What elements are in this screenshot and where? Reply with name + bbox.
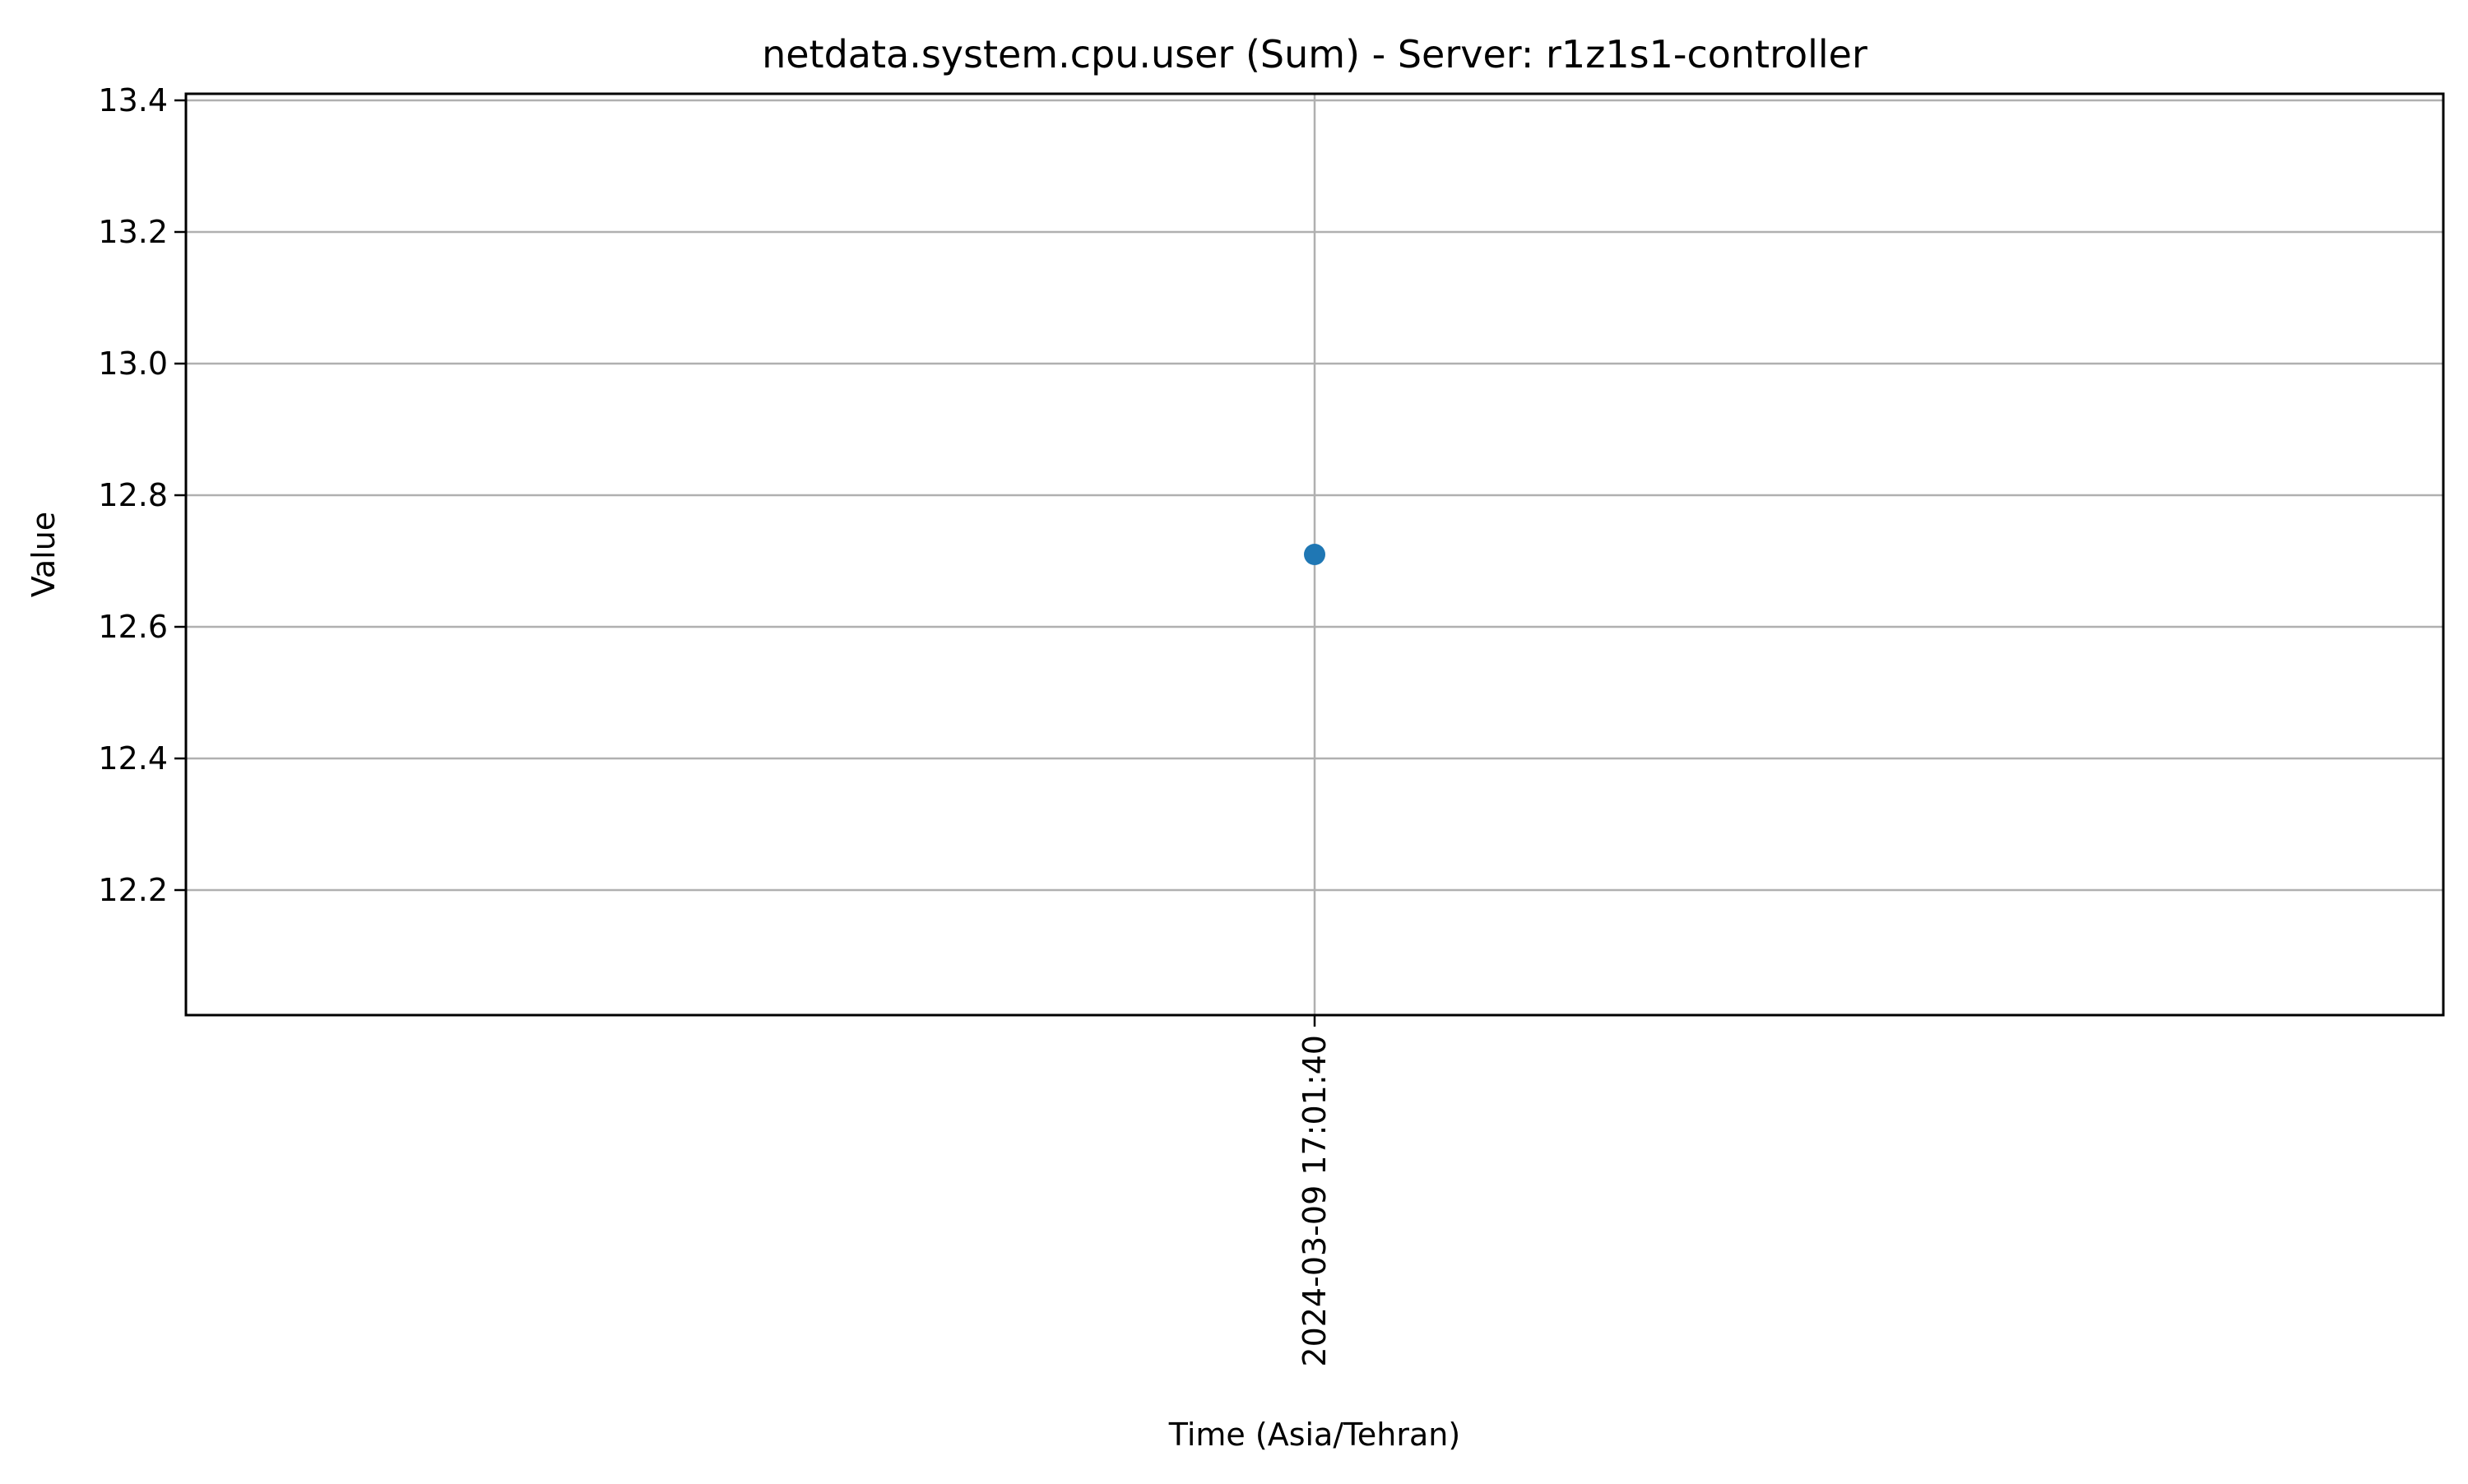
y-tick-label: 12.4 — [98, 740, 168, 777]
ticks-layer: 12.2 12.4 12.6 12.8 13.0 13.2 13.4 2024-03-09 1… — [98, 82, 1333, 1367]
y-tick-label: 12.8 — [98, 477, 168, 513]
marks-layer — [1304, 544, 1325, 565]
x-axis-label: Time (Asia/Tehran) — [1168, 1417, 1460, 1453]
x-tick-label: 2024-03-09 17:01:40 — [1297, 1035, 1333, 1367]
y-tick-label: 12.6 — [98, 609, 168, 645]
data-point — [1304, 544, 1325, 565]
y-tick-label: 12.2 — [98, 872, 168, 908]
y-tick-label: 13.0 — [98, 345, 168, 382]
chart-title: netdata.system.cpu.user (Sum) - Server: … — [762, 32, 1867, 77]
y-axis-label: Value — [26, 512, 62, 597]
grid-layer — [186, 94, 2443, 1015]
y-tick-label: 13.4 — [98, 82, 168, 118]
y-tick-label: 13.2 — [98, 214, 168, 250]
